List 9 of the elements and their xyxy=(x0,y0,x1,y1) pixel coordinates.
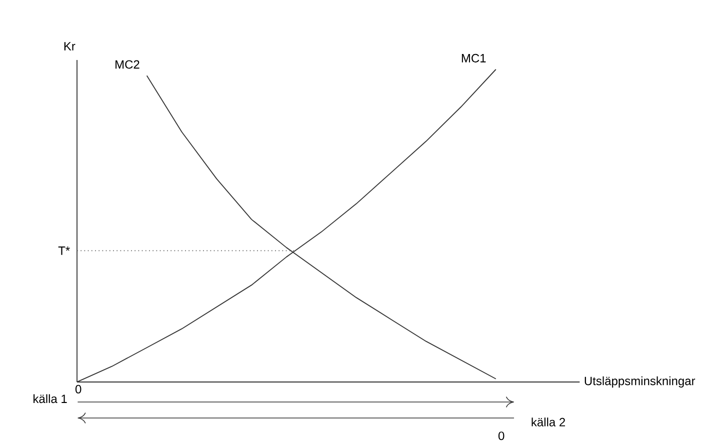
series-label: MC2 xyxy=(116,60,140,69)
text: 0 xyxy=(498,432,504,440)
series-label: MC1 xyxy=(462,54,486,62)
y-axis-title: Kr xyxy=(64,42,76,50)
text: källa 1 xyxy=(34,394,67,404)
text: 0 xyxy=(75,384,82,394)
ref-line-label: T* xyxy=(58,246,70,255)
text: Utsläppsminskningar xyxy=(584,376,696,388)
text: källa 2 xyxy=(532,418,566,426)
